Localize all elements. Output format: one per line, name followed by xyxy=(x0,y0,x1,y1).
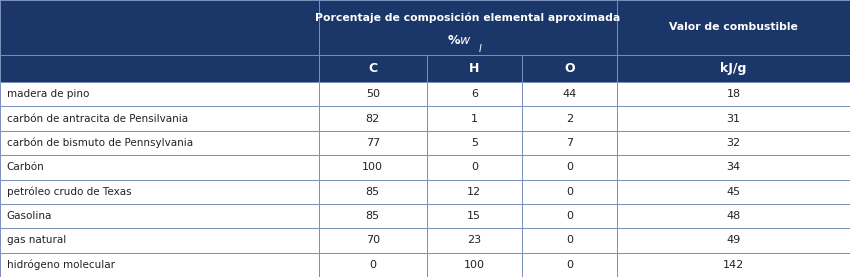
Text: 0: 0 xyxy=(566,235,573,245)
Bar xyxy=(522,82,617,106)
Bar xyxy=(427,204,522,228)
Text: 100: 100 xyxy=(362,162,383,172)
Bar xyxy=(427,179,522,204)
Text: 34: 34 xyxy=(727,162,740,172)
Text: 1: 1 xyxy=(471,114,478,124)
Text: 5: 5 xyxy=(471,138,478,148)
Text: 2: 2 xyxy=(566,114,573,124)
Text: 0: 0 xyxy=(471,162,478,172)
Bar xyxy=(617,179,850,204)
Text: 0: 0 xyxy=(566,211,573,221)
Bar xyxy=(522,179,617,204)
Bar xyxy=(427,82,522,106)
Text: petróleo crudo de Texas: petróleo crudo de Texas xyxy=(7,186,132,197)
Text: 50: 50 xyxy=(366,89,380,99)
Bar xyxy=(319,253,427,277)
Bar xyxy=(319,155,427,179)
Text: 48: 48 xyxy=(727,211,740,221)
Bar xyxy=(319,228,427,253)
Bar xyxy=(319,131,427,155)
Text: 0: 0 xyxy=(566,162,573,172)
Text: 6: 6 xyxy=(471,89,478,99)
Bar xyxy=(617,106,850,131)
Bar xyxy=(617,82,850,106)
Bar xyxy=(522,55,617,82)
Bar xyxy=(0,155,319,179)
Bar xyxy=(617,131,850,155)
Bar xyxy=(522,106,617,131)
Text: Porcentaje de composición elemental aproximada: Porcentaje de composición elemental apro… xyxy=(315,12,620,23)
Text: 15: 15 xyxy=(468,211,481,221)
Bar xyxy=(427,253,522,277)
Bar xyxy=(319,82,427,106)
Bar xyxy=(319,106,427,131)
Text: 85: 85 xyxy=(366,211,380,221)
Text: $\mathit{I}$: $\mathit{I}$ xyxy=(479,42,483,54)
Text: kJ/g: kJ/g xyxy=(720,62,747,75)
Bar xyxy=(427,131,522,155)
Text: H: H xyxy=(469,62,479,75)
Text: 12: 12 xyxy=(468,187,481,197)
Bar xyxy=(0,55,319,82)
Bar xyxy=(522,204,617,228)
Text: C: C xyxy=(368,62,377,75)
Bar xyxy=(427,55,522,82)
Bar xyxy=(319,55,427,82)
Bar xyxy=(0,0,319,55)
Bar xyxy=(617,155,850,179)
Text: 32: 32 xyxy=(727,138,740,148)
Text: 31: 31 xyxy=(727,114,740,124)
Text: Carbón: Carbón xyxy=(7,162,44,172)
Text: 0: 0 xyxy=(369,260,377,270)
Text: 77: 77 xyxy=(366,138,380,148)
Text: 0: 0 xyxy=(566,260,573,270)
Text: 100: 100 xyxy=(464,260,484,270)
Bar xyxy=(522,155,617,179)
Text: carbón de bismuto de Pennsylvania: carbón de bismuto de Pennsylvania xyxy=(7,138,193,148)
Bar xyxy=(617,253,850,277)
Bar xyxy=(0,179,319,204)
Bar xyxy=(617,0,850,55)
Text: 23: 23 xyxy=(468,235,481,245)
Text: 49: 49 xyxy=(727,235,740,245)
Text: 45: 45 xyxy=(727,187,740,197)
Text: 82: 82 xyxy=(366,114,380,124)
Bar xyxy=(522,253,617,277)
Bar xyxy=(0,82,319,106)
Bar xyxy=(319,0,617,55)
Bar xyxy=(617,204,850,228)
Bar xyxy=(427,228,522,253)
Bar xyxy=(617,228,850,253)
Bar xyxy=(427,155,522,179)
Bar xyxy=(0,131,319,155)
Text: 85: 85 xyxy=(366,187,380,197)
Bar xyxy=(617,55,850,82)
Bar xyxy=(522,228,617,253)
Bar xyxy=(319,179,427,204)
Bar xyxy=(319,204,427,228)
Text: Valor de combustible: Valor de combustible xyxy=(669,22,798,32)
Text: carbón de antracita de Pensilvania: carbón de antracita de Pensilvania xyxy=(7,114,188,124)
Text: 70: 70 xyxy=(366,235,380,245)
Text: 0: 0 xyxy=(566,187,573,197)
Bar xyxy=(0,253,319,277)
Text: hidrógeno molecular: hidrógeno molecular xyxy=(7,260,115,270)
Bar xyxy=(0,228,319,253)
Bar xyxy=(0,106,319,131)
Text: 44: 44 xyxy=(563,89,576,99)
Text: 142: 142 xyxy=(722,260,744,270)
Text: Gasolina: Gasolina xyxy=(7,211,52,221)
Text: madera de pino: madera de pino xyxy=(7,89,89,99)
Text: 7: 7 xyxy=(566,138,573,148)
Bar xyxy=(427,106,522,131)
Text: O: O xyxy=(564,62,575,75)
Text: gas natural: gas natural xyxy=(7,235,66,245)
Text: 18: 18 xyxy=(727,89,740,99)
Bar xyxy=(522,131,617,155)
Bar xyxy=(0,204,319,228)
Text: %$\mathit{w}$: %$\mathit{w}$ xyxy=(447,34,472,47)
